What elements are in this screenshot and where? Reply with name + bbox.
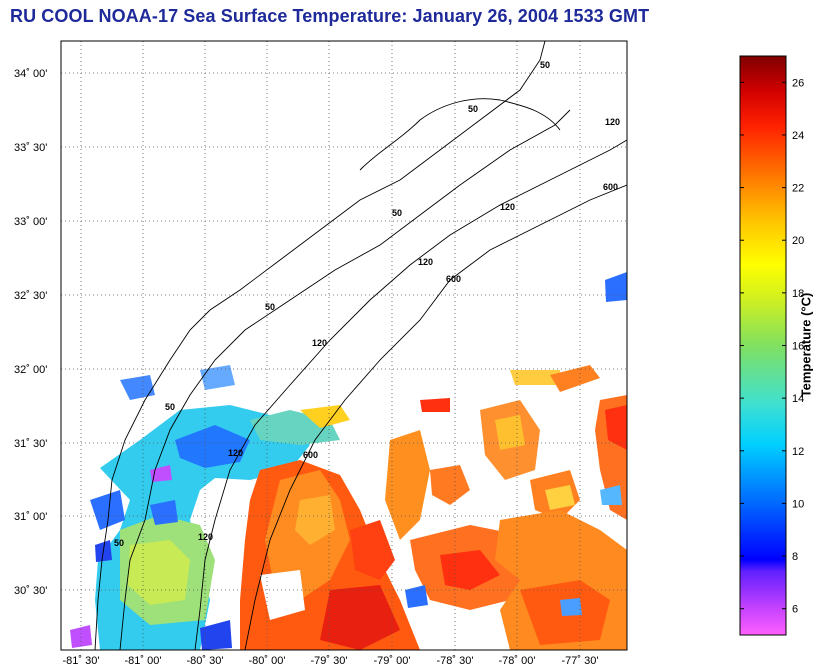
- lon-tick-label: -81˚ 30': [63, 655, 100, 667]
- contour-label: 120: [605, 117, 620, 127]
- coastline: [94, 41, 546, 650]
- colorbar-tick-label: 8: [792, 551, 798, 563]
- contour-label: 50: [392, 208, 402, 218]
- lon-tick-label: -79˚ 00': [374, 655, 411, 667]
- lon-tick-label: -77˚ 30': [562, 655, 599, 667]
- map-title: RU COOL NOAA-17 Sea Surface Temperature:…: [10, 6, 650, 26]
- contour-label: 50: [165, 402, 175, 412]
- lat-tick-label: 31˚ 00': [14, 511, 47, 523]
- contour-label: 120: [312, 338, 327, 348]
- contour-label: 50: [265, 302, 275, 312]
- lon-tick-label: -78˚ 30': [437, 655, 474, 667]
- colorbar-tick-label: 18: [792, 288, 804, 300]
- colorbar-tick-label: 16: [792, 341, 804, 353]
- contour-label: 600: [303, 450, 318, 460]
- contour-120: [194, 139, 627, 650]
- lat-tick-label: 33˚ 30': [14, 142, 47, 154]
- contour-label: 120: [418, 257, 433, 267]
- contour-50: [119, 109, 571, 650]
- contour-600: [244, 184, 627, 650]
- contour-label: 120: [228, 448, 243, 458]
- colorbar-tick-label: 6: [792, 604, 798, 616]
- colorbar-tick-label: 12: [792, 446, 804, 458]
- contour-label: 50: [540, 60, 550, 70]
- contour-label: 600: [603, 182, 618, 192]
- sst-data-layer: [70, 272, 627, 650]
- lat-tick-label: 30˚ 30': [14, 585, 47, 597]
- lon-tick-label: -79˚ 30': [311, 655, 348, 667]
- lat-tick-label: 33˚ 00': [14, 216, 47, 228]
- colorbar-ticks: 26 24 22 20 18 16 14 12 10 8 6: [740, 77, 804, 616]
- lon-tick-label: -78˚ 00': [499, 655, 536, 667]
- colorbar-label: Temperature (°C): [798, 292, 814, 398]
- lat-tick-label: 32˚ 00': [14, 364, 47, 376]
- contour-label: 50: [468, 104, 478, 114]
- lon-tick-label: -80˚ 00': [249, 655, 286, 667]
- coastline-and-bathymetry: [94, 41, 627, 650]
- lon-tick-label: -81˚ 00': [125, 655, 162, 667]
- colorbar-gradient: [739, 55, 787, 636]
- colorbar-tick-label: 24: [792, 130, 804, 142]
- contour-label: 600: [446, 274, 461, 284]
- contour-label: 120: [500, 202, 515, 212]
- contour-labels: 50 50 50 50 50 120 120 120 120 120 600 6…: [114, 60, 620, 548]
- lat-tick-labels: 34˚ 00' 33˚ 30' 33˚ 00' 32˚ 30' 32˚ 00' …: [14, 68, 47, 597]
- colorbar-tick-label: 14: [792, 393, 804, 405]
- map-grid: [61, 41, 627, 650]
- lon-tick-labels: -81˚ 30' -81˚ 00' -80˚ 30' -80˚ 00' -79˚…: [63, 655, 599, 667]
- plot-frame: [60, 40, 628, 651]
- lat-tick-label: 34˚ 00': [14, 68, 47, 80]
- lat-tick-label: 31˚ 30': [14, 438, 47, 450]
- colorbar: 26 24 22 20 18 16 14 12 10 8 6: [739, 55, 804, 636]
- colorbar-tick-label: 20: [792, 235, 804, 247]
- colorbar-tick-label: 10: [792, 498, 804, 510]
- contour-label: 50: [114, 538, 124, 548]
- colorbar-tick-label: 22: [792, 183, 804, 195]
- lon-tick-label: -80˚ 30': [187, 655, 224, 667]
- lat-tick-label: 32˚ 30': [14, 290, 47, 302]
- colorbar-tick-label: 26: [792, 77, 804, 89]
- contour-label: 120: [198, 532, 213, 542]
- contour-50-north: [359, 98, 561, 171]
